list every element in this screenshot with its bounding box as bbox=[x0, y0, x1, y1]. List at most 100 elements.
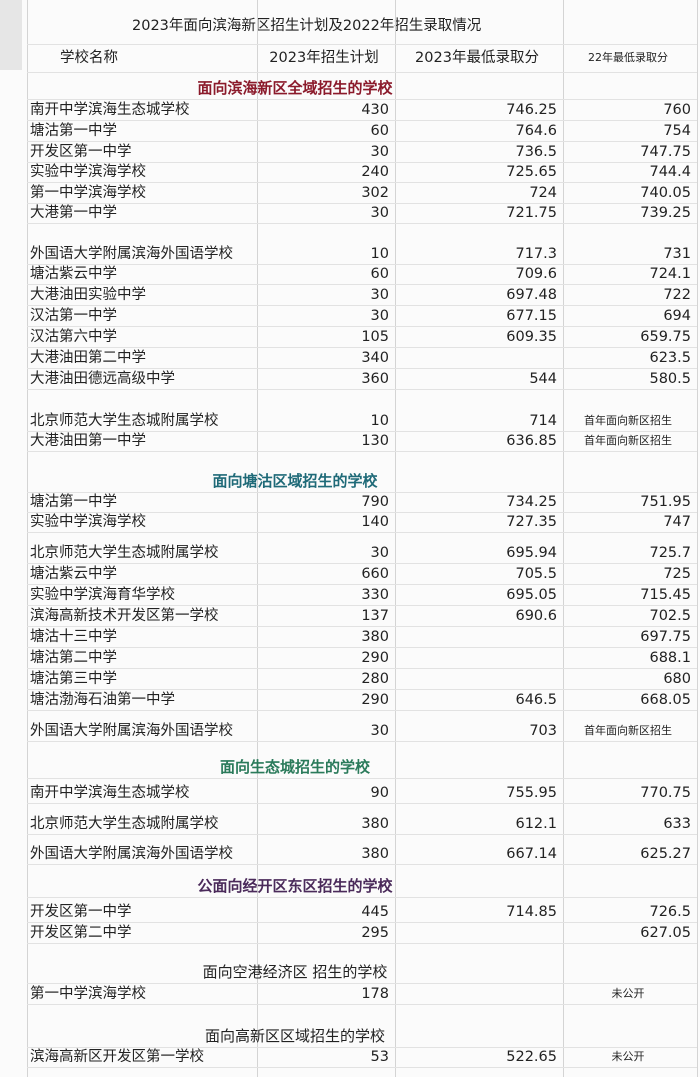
row-line bbox=[27, 182, 697, 183]
table-cell: 734.25 bbox=[506, 494, 557, 510]
table-cell: 滨海高新区开发区第一学校 bbox=[30, 1049, 204, 1065]
table-cell: 塘沽第三中学 bbox=[30, 671, 117, 687]
row-line bbox=[27, 834, 697, 835]
table-cell: 612.1 bbox=[515, 816, 557, 832]
table-cell: 53 bbox=[370, 1049, 389, 1065]
table-cell: 625.27 bbox=[640, 846, 691, 862]
section-heading: 面向塘沽区域招生的学校 bbox=[212, 472, 378, 490]
row-line bbox=[27, 532, 697, 533]
table-cell: 首年面向新区招生 bbox=[584, 434, 672, 447]
table-cell: 北京师范大学生态城附属学校 bbox=[30, 816, 219, 832]
table-cell: 695.05 bbox=[506, 587, 557, 603]
table-cell: 295 bbox=[361, 925, 389, 941]
row-line bbox=[27, 347, 697, 348]
table-cell: 360 bbox=[361, 371, 389, 387]
table-cell: 南开中学滨海生态城学校 bbox=[30, 102, 190, 118]
table-cell: 实验中学滨海学校 bbox=[30, 514, 146, 530]
column-line bbox=[395, 0, 396, 1077]
row-line bbox=[27, 72, 697, 73]
table-cell: 627.05 bbox=[640, 925, 691, 941]
table-cell: 722 bbox=[663, 287, 691, 303]
row-line bbox=[27, 368, 697, 369]
table-cell: 660 bbox=[361, 566, 389, 582]
table-cell: 30 bbox=[370, 287, 389, 303]
table-cell: 30 bbox=[370, 144, 389, 160]
row-line bbox=[27, 223, 697, 224]
section-heading: 面向滨海新区全域招生的学校 bbox=[197, 79, 393, 97]
table-cell: 680 bbox=[663, 671, 691, 687]
table-cell: 380 bbox=[361, 846, 389, 862]
section-heading: 面向生态城招生的学校 bbox=[219, 758, 370, 776]
table-cell: 697.75 bbox=[640, 629, 691, 645]
table-cell: 塘沽紫云中学 bbox=[30, 566, 117, 582]
row-line bbox=[27, 264, 697, 265]
section-heading: 面向空港经济区 招生的学校 bbox=[202, 963, 388, 981]
column-line bbox=[27, 0, 28, 1077]
table-cell: 770.75 bbox=[640, 785, 691, 801]
table-cell: 445 bbox=[361, 904, 389, 920]
row-line bbox=[27, 451, 697, 452]
table-cell: 646.5 bbox=[515, 692, 557, 708]
table-cell: 380 bbox=[361, 816, 389, 832]
table-cell: 340 bbox=[361, 350, 389, 366]
table-cell: 727.35 bbox=[506, 514, 557, 530]
table-cell: 695.94 bbox=[506, 545, 557, 561]
table-cell: 实验中学滨海学校 bbox=[30, 164, 146, 180]
table-cell: 667.14 bbox=[506, 846, 557, 862]
row-line bbox=[27, 626, 697, 627]
row-line bbox=[27, 44, 697, 45]
table-cell: 大港油田第一中学 bbox=[30, 433, 146, 449]
table-cell: 633 bbox=[663, 816, 691, 832]
column-line bbox=[563, 0, 564, 1077]
section-heading: 公面向经开区东区招生的学校 bbox=[197, 877, 393, 895]
row-line bbox=[27, 647, 697, 648]
table-cell: 739.25 bbox=[640, 205, 691, 221]
table-cell: 未公开 bbox=[611, 1050, 645, 1063]
table-cell: 736.5 bbox=[515, 144, 557, 160]
row-line bbox=[27, 689, 697, 690]
table-cell: 60 bbox=[370, 266, 389, 282]
table-cell: 609.35 bbox=[506, 329, 557, 345]
table-cell: 705.5 bbox=[515, 566, 557, 582]
table-cell: 747.75 bbox=[640, 144, 691, 160]
table-cell: 60 bbox=[370, 123, 389, 139]
table-cell: 636.85 bbox=[506, 433, 557, 449]
row-line bbox=[27, 778, 697, 779]
table-cell: 南开中学滨海生态城学校 bbox=[30, 785, 190, 801]
table-cell: 726.5 bbox=[649, 904, 691, 920]
column-line bbox=[257, 0, 258, 1077]
table-cell: 703 bbox=[529, 723, 557, 739]
table-cell: 760 bbox=[663, 102, 691, 118]
table-cell: 10 bbox=[370, 413, 389, 429]
table-cell: 790 bbox=[361, 494, 389, 510]
table-cell: 747 bbox=[663, 514, 691, 530]
row-line bbox=[27, 162, 697, 163]
table-cell: 第一中学滨海学校 bbox=[30, 986, 146, 1002]
table-cell: 302 bbox=[361, 185, 389, 201]
table-cell: 30 bbox=[370, 308, 389, 324]
table-cell: 714.85 bbox=[506, 904, 557, 920]
table-cell: 677.15 bbox=[506, 308, 557, 324]
table-cell: 外国语大学附属滨海外国语学校 bbox=[30, 246, 233, 262]
table-cell: 10 bbox=[370, 246, 389, 262]
table-cell: 开发区第一中学 bbox=[30, 904, 132, 920]
header-cell: 22年最低录取分 bbox=[588, 51, 668, 64]
table-cell: 764.6 bbox=[515, 123, 557, 139]
table-cell: 塘沽十三中学 bbox=[30, 629, 117, 645]
table-cell: 实验中学滨海育华学校 bbox=[30, 587, 175, 603]
row-line bbox=[27, 1047, 697, 1048]
title: 2023年面向滨海新区招生计划及2022年招生录取情况 bbox=[132, 18, 482, 34]
table-cell: 30 bbox=[370, 723, 389, 739]
table-cell: 塘沽第二中学 bbox=[30, 650, 117, 666]
table-cell: 724 bbox=[529, 185, 557, 201]
table-cell: 690.6 bbox=[515, 608, 557, 624]
table-cell: 105 bbox=[361, 329, 389, 345]
table-cell: 702.5 bbox=[649, 608, 691, 624]
table-cell: 外国语大学附属滨海外国语学校 bbox=[30, 723, 233, 739]
table-cell: 塘沽紫云中学 bbox=[30, 266, 117, 282]
table-cell: 塘沽第一中学 bbox=[30, 494, 117, 510]
photo-edge bbox=[0, 0, 22, 70]
table-cell: 290 bbox=[361, 692, 389, 708]
table-cell: 659.75 bbox=[640, 329, 691, 345]
